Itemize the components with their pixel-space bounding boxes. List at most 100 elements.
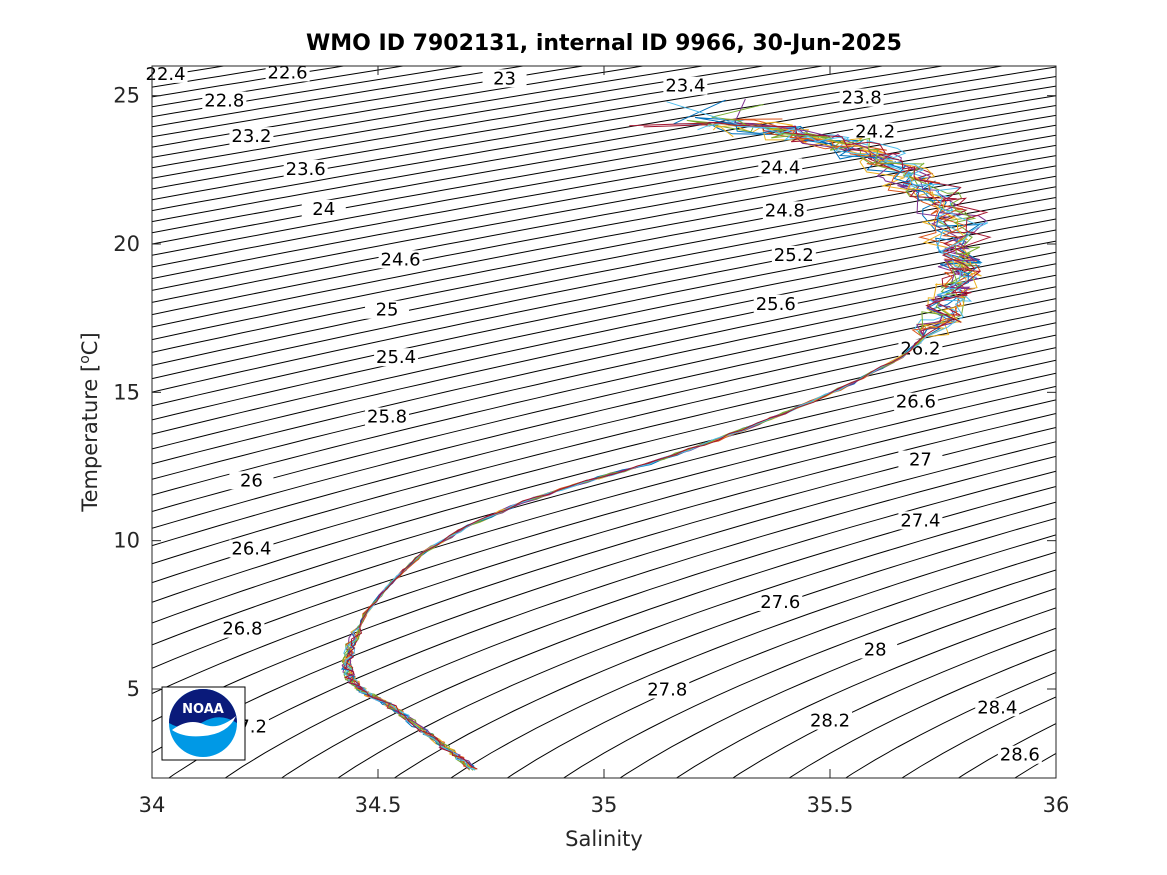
- isopycnal-label: 24.6: [381, 249, 421, 270]
- x-tick-label: 36: [1043, 793, 1070, 817]
- isopycnal-line: [152, 441, 1056, 754]
- isopycnal-label-bg: [898, 511, 943, 530]
- isopycnal-line: [152, 334, 1056, 565]
- isopycnal-line: [152, 240, 1056, 435]
- isopycnal-label-bg: [839, 88, 884, 107]
- isopycnal-label: 23.4: [665, 76, 705, 97]
- isopycnal-line: [152, 399, 1056, 669]
- profile-line: [343, 121, 978, 769]
- isopycnal-line: [152, 229, 1056, 421]
- isopycnal-label-bg: [229, 471, 274, 490]
- isopycnal-label: 27.8: [647, 679, 687, 700]
- isopycnal-line: [619, 587, 1056, 778]
- isopycnal-line: [152, 114, 1056, 280]
- isopycnal-label-bg: [663, 76, 708, 95]
- noaa-logo-text: NOAA: [182, 702, 224, 717]
- isopycnal-line: [167, 455, 1056, 778]
- isopycnal-label-bg: [997, 745, 1042, 764]
- profile-line: [342, 99, 981, 770]
- isopycnal-label-bg: [374, 348, 419, 367]
- isopycnal-label: 27.6: [760, 592, 800, 613]
- isopycnal-label-bg: [771, 245, 816, 264]
- isopycnal-label-bg: [202, 91, 247, 110]
- isopycnal-label: 23.6: [286, 159, 326, 180]
- isopycnal-line: [449, 534, 1056, 778]
- isopycnal-labels: 22.4 22.6 23 23.4 23.8 22.8 24.2 23.2 23.6 24.4 24…: [143, 62, 1042, 766]
- isopycnal-label: 28.2: [810, 711, 850, 732]
- profile-line: [344, 98, 987, 769]
- isopycnal-line: [152, 104, 1056, 268]
- isopycnal-line: [152, 196, 1056, 380]
- isopycnal-label-bg: [482, 69, 527, 88]
- isopycnal-line: [224, 470, 1056, 778]
- y-tick-label: 15: [113, 380, 140, 404]
- isopycnal-label-bg: [758, 592, 803, 611]
- isopycnal-label: 23: [493, 68, 516, 89]
- isopycnal-line: [152, 66, 407, 108]
- isopycnal-label-bg: [898, 450, 943, 469]
- isopycnal-line: [788, 649, 1056, 778]
- isopycnal-line: [152, 322, 1056, 547]
- isopycnal-label: 25.2: [774, 245, 814, 266]
- y-axis-label: Temperature [oC]: [77, 332, 102, 512]
- isopycnal-line: [152, 251, 1056, 450]
- isopycnal-line: [152, 66, 946, 201]
- isopycnal-line: [152, 66, 826, 179]
- y-tick-label: 5: [127, 677, 140, 701]
- isopycnal-line: [152, 66, 527, 128]
- isopycnal-label: 26: [240, 470, 263, 491]
- isopycnal-label-bg: [301, 199, 346, 218]
- isopycnal-label: 28.4: [977, 697, 1017, 718]
- profile-line: [343, 122, 992, 770]
- isopycnal-label: 22.4: [146, 64, 186, 85]
- profile-line: [344, 122, 981, 770]
- isopycnal-line: [152, 66, 1006, 212]
- isopycnal-label: 24.2: [855, 122, 895, 143]
- isopycnal-label-bg: [898, 339, 943, 358]
- isopycnal-line: [152, 412, 1056, 695]
- profile-line: [341, 104, 977, 771]
- isopycnal-label-bg: [283, 159, 328, 178]
- isopycnal-label-bg: [365, 407, 410, 426]
- isopycnal-line: [152, 426, 1056, 722]
- x-tick-label: 35: [591, 793, 618, 817]
- isopycnal-line: [844, 671, 1056, 778]
- isopycnal-label: 26.6: [896, 392, 936, 413]
- isopycnal-label: 24.4: [760, 157, 800, 178]
- y-tick-label: 25: [113, 84, 140, 108]
- isopycnal-line: [152, 155, 1056, 328]
- isopycnal-label: 23.2: [231, 126, 271, 147]
- isopycnal-label-bg: [758, 158, 803, 177]
- isopycnal-label-bg: [143, 64, 188, 83]
- isopycnal-label-bg: [229, 127, 274, 146]
- chart-title: WMO ID 7902131, internal ID 9966, 30-Jun…: [306, 31, 902, 56]
- isopycnal-label: 22.8: [204, 91, 244, 112]
- isopycnal-label-bg: [220, 619, 265, 638]
- isopycnal-line: [732, 627, 1056, 778]
- isopycnal-label-bg: [808, 711, 852, 730]
- x-tick-label: 34: [139, 793, 166, 817]
- isopycnal-label-bg: [265, 63, 310, 82]
- x-tick-label: 34.5: [355, 793, 402, 817]
- isopycnal-line: [152, 75, 1056, 234]
- ts-profiles: [340, 98, 992, 771]
- isopycnal-label: 26.4: [231, 539, 271, 560]
- noaa-logo: NOAA: [161, 686, 246, 761]
- isopycnal-line: [152, 66, 767, 169]
- isopycnal-line: [152, 66, 1056, 223]
- isopycnal-label: 23.8: [842, 88, 882, 109]
- isopycnal-label-bg: [229, 539, 274, 558]
- isopycnal-line: [152, 85, 1056, 245]
- isopycnal-label: 26.8: [222, 619, 262, 640]
- y-tick-label: 20: [113, 232, 140, 256]
- isopycnal-label: 26.2: [900, 338, 940, 359]
- isopycnal-contours: [152, 66, 1056, 778]
- isopycnal-line: [152, 66, 886, 190]
- isopycnal-line: [152, 66, 586, 138]
- isopycnal-line: [506, 551, 1056, 778]
- isopycnal-line: [152, 134, 1056, 303]
- isopycnal-line: [152, 165, 1056, 341]
- x-axis-label: Salinity: [565, 827, 643, 851]
- isopycnal-label: 25.8: [367, 407, 407, 428]
